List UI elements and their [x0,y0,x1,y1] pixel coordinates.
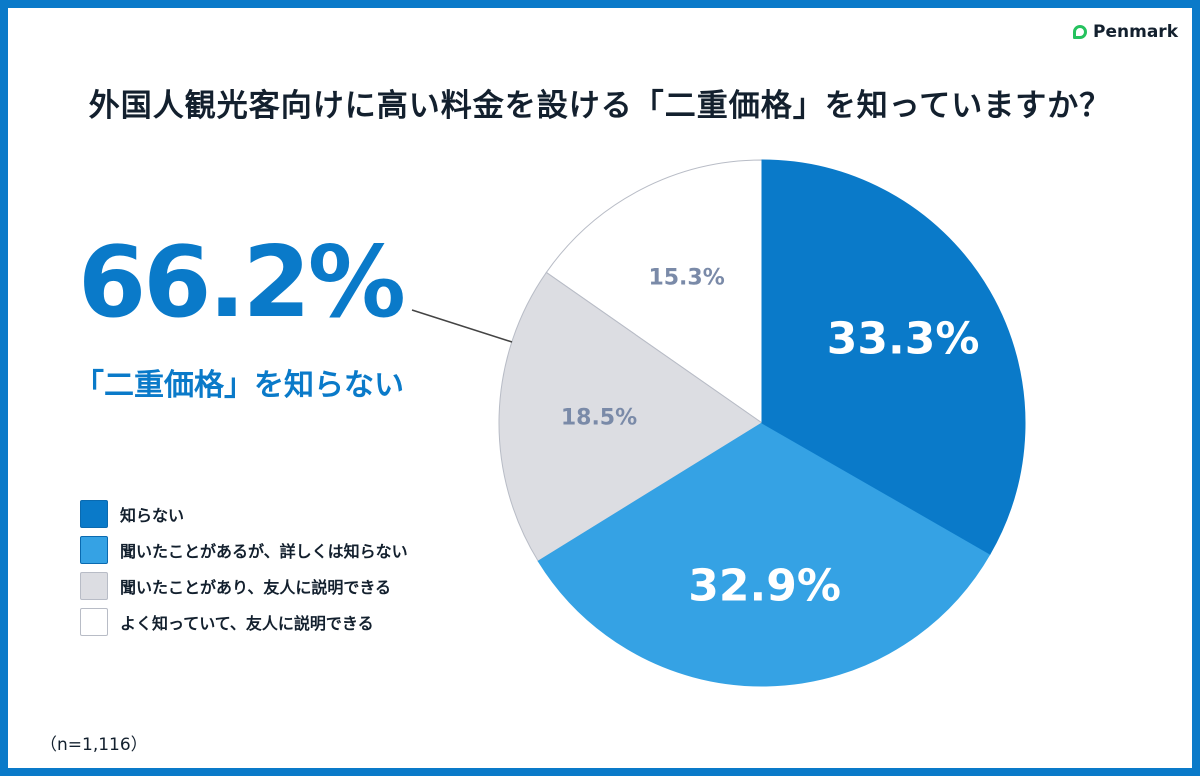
chart-title: 外国人観光客向けに高い料金を設ける「二重価格」を知っていますか？ [88,88,1112,124]
legend-item: よく知っていて、友人に説明できる [80,604,408,640]
highlight-label: 「二重価格」を知らない [74,368,404,403]
legend-swatch [80,536,108,564]
legend: 知らない聞いたことがあるが、詳しくは知らない 聞いたことがあり、友人に説明できるよ… [80,496,408,640]
legend-swatch [80,500,108,528]
legend-label: 聞いたことがあり、友人に説明できる [120,578,392,597]
highlight-value: 66.2% [78,226,406,340]
penmark-logo: Penmark [1073,22,1178,42]
logo-text: Penmark [1093,22,1178,42]
legend-label: 知らない [120,506,185,525]
slice-label: 18.5% [561,405,637,430]
legend-swatch [80,608,108,636]
legend-label: 聞いたことがあるが、詳しくは知らない [120,542,408,561]
legend-item: 聞いたことがあるが、詳しくは知らない [80,532,408,568]
legend-item: 聞いたことがあり、友人に説明できる [80,568,408,604]
pie-slice [545,159,763,424]
slice-label: 33.3% [827,313,980,364]
speech-bubble-icon [1073,25,1088,39]
pie-slice [537,422,991,687]
slice-label: 32.9% [688,561,841,612]
sample-size-note: （n=1,116） [40,735,148,755]
pie-slice [761,159,1026,555]
slice-label: 15.3% [648,265,724,290]
legend-swatch [80,572,108,600]
leader-line [411,309,513,343]
legend-item: 知らない [80,496,408,532]
pie-slice [498,271,763,562]
legend-label: よく知っていて、友人に説明できる [120,614,374,633]
